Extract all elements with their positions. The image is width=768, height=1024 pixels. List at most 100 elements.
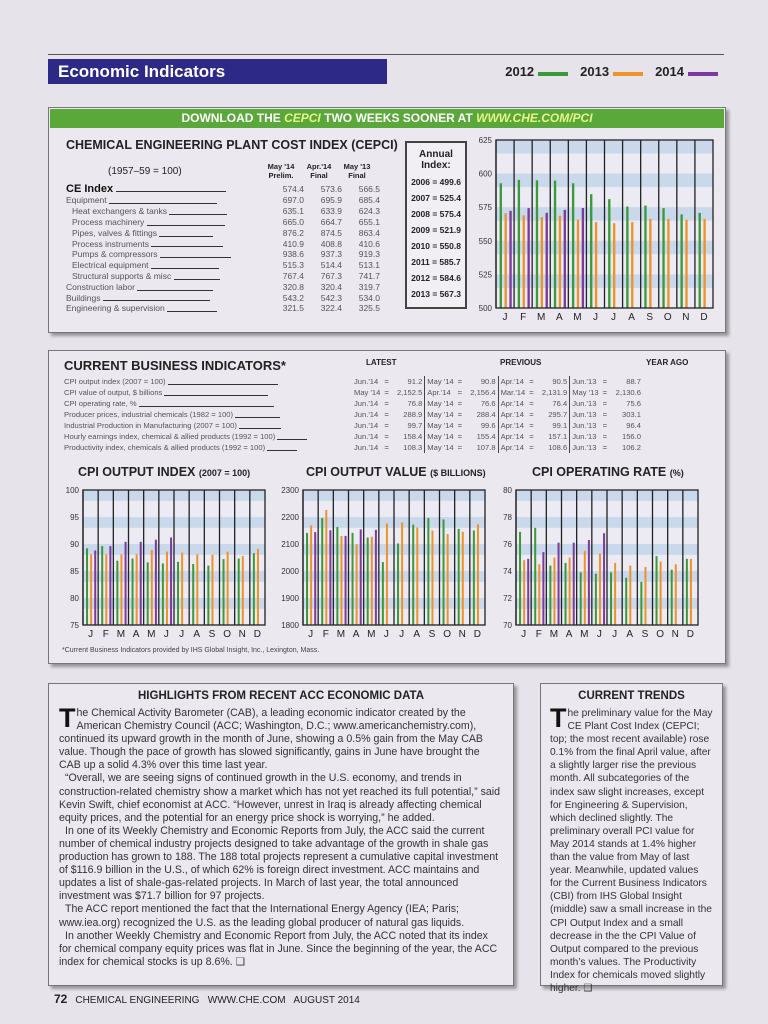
bar-2012	[237, 558, 240, 625]
x-tick-label: D	[700, 312, 707, 323]
x-tick-label: J	[612, 629, 617, 640]
cbi-row: Productivity index, chemicals & allied p…	[64, 442, 641, 453]
x-tick-label: D	[474, 629, 481, 640]
x-tick-label: S	[646, 312, 653, 323]
bar-2012	[146, 562, 149, 625]
annual-index-item: 2012 = 584.6	[411, 273, 461, 283]
bar-2013	[568, 557, 571, 625]
bar-2012	[192, 563, 195, 625]
bar-2013	[476, 524, 479, 625]
bar-2014	[572, 542, 575, 625]
cepci-col-headers: May '14 Prelim. Apr.'14 Final May '13 Final	[267, 162, 371, 180]
x-tick-label: A	[193, 629, 200, 640]
page-footer: 72 CHEMICAL ENGINEERING WWW.CHE.COM AUGUS…	[54, 992, 360, 1006]
bar-2012	[412, 524, 415, 625]
cbi-period: May '14	[424, 442, 456, 453]
bar-2012	[161, 563, 164, 625]
x-tick-label: J	[597, 629, 602, 640]
year-legend: 2012 2013 2014	[505, 64, 724, 79]
cepci-row: Process instruments 410.9 408.8 410.6	[72, 238, 380, 249]
bar-2013	[226, 551, 229, 625]
bar-2013	[685, 219, 688, 308]
bar-2012	[336, 526, 339, 625]
cbi-title: CURRENT BUSINESS INDICATORS*	[64, 358, 286, 373]
bar-2014	[124, 541, 127, 625]
trends-title: CURRENT TRENDS	[578, 690, 685, 702]
bar-2014	[154, 539, 157, 625]
cepci-value: 574.4	[282, 184, 304, 194]
cepci-row: Structural supports & misc 767.4 767.3 741…	[72, 270, 380, 281]
cepci-row: Construction labor 320.8 320.4 319.7	[66, 281, 380, 292]
bar-2012	[579, 572, 582, 625]
cpi-output-value-title: CPI OUTPUT VALUE ($ BILLIONS)	[306, 465, 486, 479]
bar-2012	[321, 518, 324, 625]
cbi-value: 90.5	[552, 377, 568, 386]
bar-2012	[610, 572, 613, 625]
x-tick-label: M	[147, 629, 155, 640]
y-tick-label: 76	[503, 540, 512, 549]
bar-2013	[355, 544, 358, 625]
y-tick-label: 70	[503, 621, 512, 630]
x-tick-label: N	[239, 629, 246, 640]
bar-2013	[431, 530, 434, 625]
y-tick-label: 600	[479, 170, 493, 179]
cbi-value: 76.6	[480, 399, 496, 408]
x-tick-label: M	[367, 629, 375, 640]
bar-2013	[150, 549, 153, 625]
bar-2013	[598, 553, 601, 625]
y-tick-label: 2200	[281, 513, 299, 522]
cepci-value: 685.4	[358, 195, 380, 206]
bar-2013	[325, 509, 328, 625]
y-tick-label: 575	[479, 203, 493, 212]
cbi-value: 158.4	[403, 432, 423, 441]
bar-2014	[545, 212, 548, 308]
cepci-value: 863.4	[358, 227, 380, 238]
cepci-value: 767.3	[320, 270, 342, 281]
x-tick-label: A	[413, 629, 420, 640]
cbi-period: Jun.'14	[354, 410, 379, 419]
bar-2013	[165, 551, 168, 625]
x-tick-label: D	[687, 629, 694, 640]
cbi-period: Jun.'13	[569, 376, 601, 387]
cbi-period: Jun.'14	[354, 421, 379, 430]
bar-2013	[446, 534, 449, 625]
annual-index-box: Annual Index: 2006 = 499.6 2007 = 525.4 20…	[405, 141, 467, 309]
bar-2012	[670, 569, 673, 625]
cepci-value: 566.5	[358, 184, 380, 194]
plot-frame	[302, 489, 486, 626]
cepci-row: Engineering & supervision 321.5 322.4 325.…	[66, 303, 380, 314]
cbi-value: 76.8	[407, 399, 423, 408]
x-tick-label: A	[628, 312, 635, 323]
y-tick-label: 625	[479, 136, 493, 145]
cepci-title: CHEMICAL ENGINEERING PLANT COST INDEX (C…	[66, 138, 398, 152]
cbi-previous-header: PREVIOUS	[500, 358, 542, 367]
annual-index-item: 2008 = 575.4	[411, 209, 461, 219]
cepci-value: 633.9	[320, 206, 342, 217]
y-tick-label: 95	[70, 513, 79, 522]
bar-2013	[558, 215, 562, 308]
cepci-value: 624.3	[358, 206, 380, 217]
bar-2012	[442, 519, 445, 625]
y-tick-label: 2000	[281, 567, 299, 576]
y-tick-label: 2300	[281, 486, 299, 495]
cbi-value: 156.0	[621, 432, 641, 441]
cbi-period: Mar.'14	[497, 387, 528, 398]
download-banner[interactable]: DOWNLOAD THE CEPCI TWO WEEKS SOONER AT W…	[50, 109, 724, 128]
bar-2012	[519, 531, 522, 625]
cepci-table: CE Index 574.4 573.6 566.5 Equipment 697.0 6…	[66, 183, 380, 314]
cbi-period: Jun.'14	[354, 432, 379, 441]
cbi-value: 108.3	[403, 443, 423, 452]
y-tick-label: 72	[503, 594, 512, 603]
cbi-period: May '14	[424, 398, 456, 409]
bar-2012	[662, 208, 665, 308]
cbi-value: 2,131.9	[541, 388, 568, 397]
bar-2013	[105, 554, 108, 625]
bar-2013	[256, 548, 259, 625]
x-tick-label: A	[566, 629, 573, 640]
x-tick-label: F	[103, 629, 109, 640]
bar-2013	[644, 566, 647, 625]
bar-2012	[594, 573, 597, 625]
bar-2013	[401, 522, 404, 625]
legend-2014: 2014	[655, 64, 724, 79]
